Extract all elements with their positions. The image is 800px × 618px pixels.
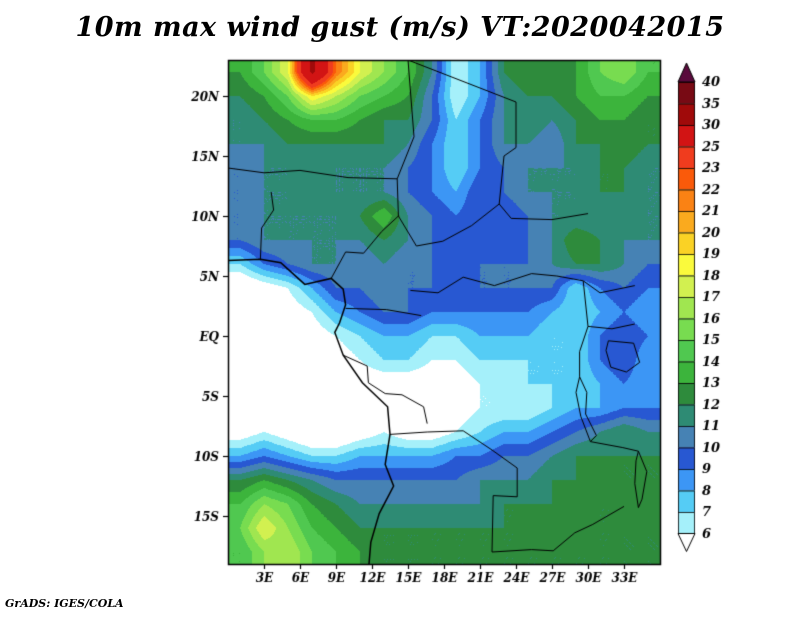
plot-title: 10m max wind gust (m/s) VT:2020042015: [75, 12, 725, 43]
grads-credit: GrADS: IGES/COLA: [5, 597, 124, 610]
